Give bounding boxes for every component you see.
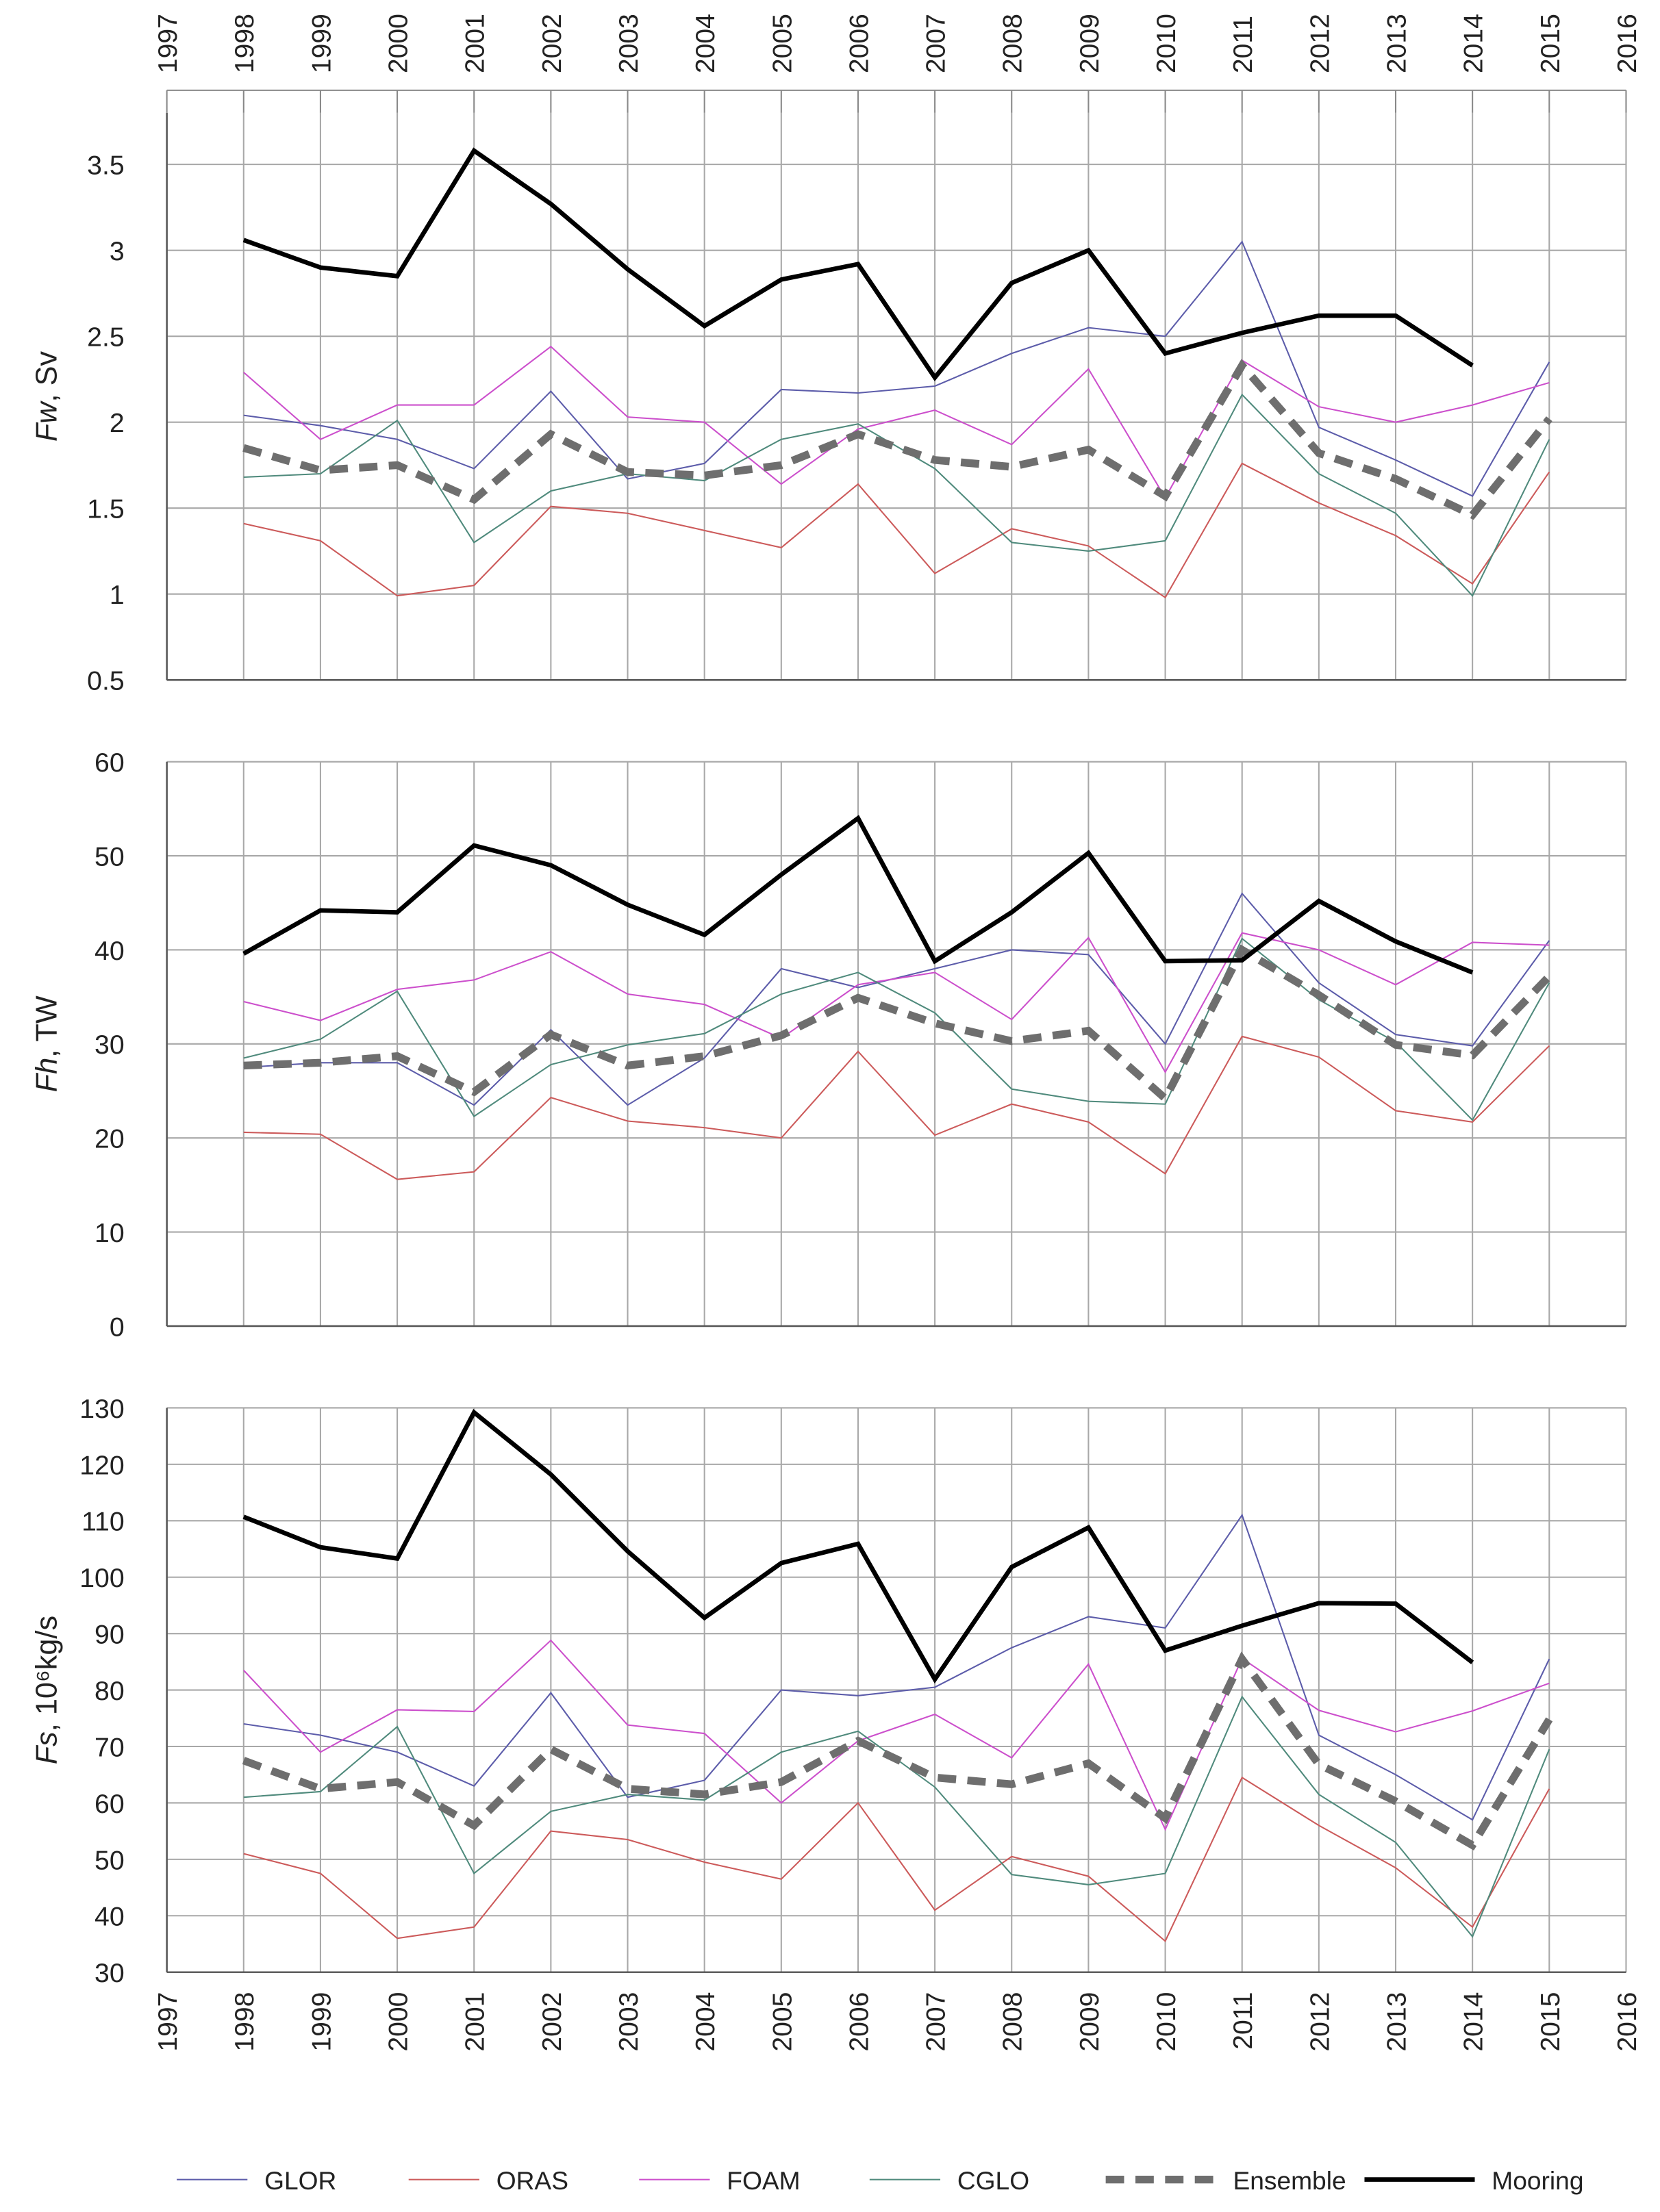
x-tick-label: 2006 — [844, 14, 874, 73]
series-line — [242, 359, 1552, 520]
series-line — [243, 892, 1550, 1106]
series-line — [243, 1513, 1550, 1821]
y-tick-label: 40 — [95, 937, 125, 966]
y-tick-label: 1.5 — [87, 495, 125, 524]
x-tick-label: 1998 — [230, 1992, 260, 2052]
series-line — [243, 937, 1550, 1121]
series-line — [243, 944, 1552, 1105]
x-tick-label: 2003 — [614, 1992, 644, 2052]
x-tick-label: 2008 — [998, 1992, 1028, 2052]
x-tick-label: 2009 — [1075, 14, 1105, 73]
x-tick-label: 2010 — [1152, 1992, 1181, 2052]
legend-label: Mooring — [1492, 2166, 1583, 2195]
x-tick-label: 2000 — [384, 1992, 414, 2052]
y-axis-label: Fs, 10⁶kg/s — [31, 1616, 64, 1764]
y-tick-label: 20 — [95, 1125, 125, 1154]
x-tick-label: 2002 — [538, 14, 567, 73]
y-tick-label: 60 — [95, 1790, 125, 1819]
x-tick-label: 2016 — [1613, 1992, 1642, 2052]
legend-label: FOAM — [727, 2166, 800, 2195]
series-line — [243, 1695, 1550, 1938]
x-tick-label: 2016 — [1613, 14, 1642, 73]
series-line — [243, 393, 1550, 598]
x-tick-label: 2014 — [1459, 14, 1489, 73]
x-tick-label: 2008 — [998, 14, 1028, 73]
y-tick-label: 0 — [110, 1312, 125, 1342]
x-tick-label: 2004 — [691, 1992, 720, 2052]
series-line — [243, 240, 1550, 497]
y-tick-label: 100 — [79, 1564, 124, 1593]
x-tick-label: 2005 — [768, 1992, 797, 2052]
y-tick-label: 1 — [110, 581, 125, 610]
x-tick-label: 2011 — [1229, 1992, 1258, 2050]
series-line — [243, 1639, 1550, 1831]
x-tick-label: 2012 — [1305, 14, 1335, 73]
y-tick-label: 3 — [110, 237, 125, 266]
legend-label: ORAS — [496, 2166, 568, 2195]
y-tick-label: 30 — [95, 1030, 125, 1060]
y-tick-label: 120 — [79, 1451, 124, 1480]
series-line — [242, 147, 1474, 381]
x-tick-label: 2015 — [1536, 1992, 1565, 2052]
x-tick-label: 2005 — [768, 14, 797, 73]
series-line — [243, 462, 1550, 599]
legend-label: GLOR — [264, 2166, 336, 2195]
series-line — [243, 1776, 1550, 1943]
y-tick-label: 60 — [95, 748, 125, 778]
x-tick-label: 1997 — [153, 1992, 183, 2052]
series-line — [243, 932, 1550, 1074]
x-tick-label: 2011 — [1229, 16, 1258, 73]
x-tick-label: 2013 — [1382, 1992, 1411, 2052]
x-tick-label: 2010 — [1152, 14, 1181, 73]
x-tick-label: 1999 — [307, 14, 336, 73]
x-tick-label: 2014 — [1459, 1992, 1489, 2052]
series-line — [243, 345, 1550, 500]
y-tick-label: 50 — [95, 1846, 125, 1875]
x-tick-label: 2000 — [384, 14, 414, 73]
x-tick-label: 2006 — [844, 1992, 874, 2052]
x-tick-label: 2001 — [461, 14, 490, 73]
y-axis-label: Fh, TW — [31, 995, 64, 1092]
y-tick-label: 130 — [79, 1395, 124, 1424]
series-line — [243, 1035, 1550, 1180]
y-tick-label: 2.5 — [87, 323, 125, 353]
y-tick-label: 110 — [81, 1508, 125, 1537]
y-tick-label: 70 — [95, 1733, 125, 1762]
y-tick-label: 80 — [95, 1677, 125, 1706]
x-tick-label: 1997 — [153, 14, 183, 73]
x-tick-label: 1999 — [307, 1992, 336, 2052]
x-tick-label: 2007 — [922, 14, 951, 73]
x-tick-label: 2002 — [538, 1992, 567, 2052]
y-tick-label: 50 — [95, 843, 125, 872]
x-tick-label: 2009 — [1075, 1992, 1105, 2052]
x-tick-label: 1998 — [230, 14, 260, 73]
series-line — [242, 1408, 1474, 1684]
legend-label: Ensemble — [1233, 2166, 1346, 2195]
series-line — [242, 815, 1474, 975]
legend-label: CGLO — [957, 2166, 1029, 2195]
x-tick-label: 2003 — [614, 14, 644, 73]
x-tick-label: 2013 — [1382, 14, 1411, 73]
y-tick-label: 40 — [95, 1903, 125, 1932]
y-tick-label: 90 — [95, 1620, 125, 1650]
x-tick-label: 2015 — [1536, 14, 1565, 73]
y-tick-label: 10 — [95, 1219, 125, 1248]
x-tick-label: 2004 — [691, 14, 720, 73]
y-tick-label: 2 — [110, 409, 125, 438]
y-tick-label: 0.5 — [87, 667, 125, 696]
x-tick-label: 2001 — [461, 1992, 490, 2052]
y-tick-label: 30 — [95, 1959, 125, 1988]
series-line — [242, 1651, 1553, 1851]
y-axis-label: Fw, Sv — [31, 351, 64, 442]
y-tick-label: 3.5 — [87, 151, 125, 181]
x-tick-label: 2012 — [1305, 1992, 1335, 2052]
x-tick-label: 2007 — [922, 1992, 951, 2052]
